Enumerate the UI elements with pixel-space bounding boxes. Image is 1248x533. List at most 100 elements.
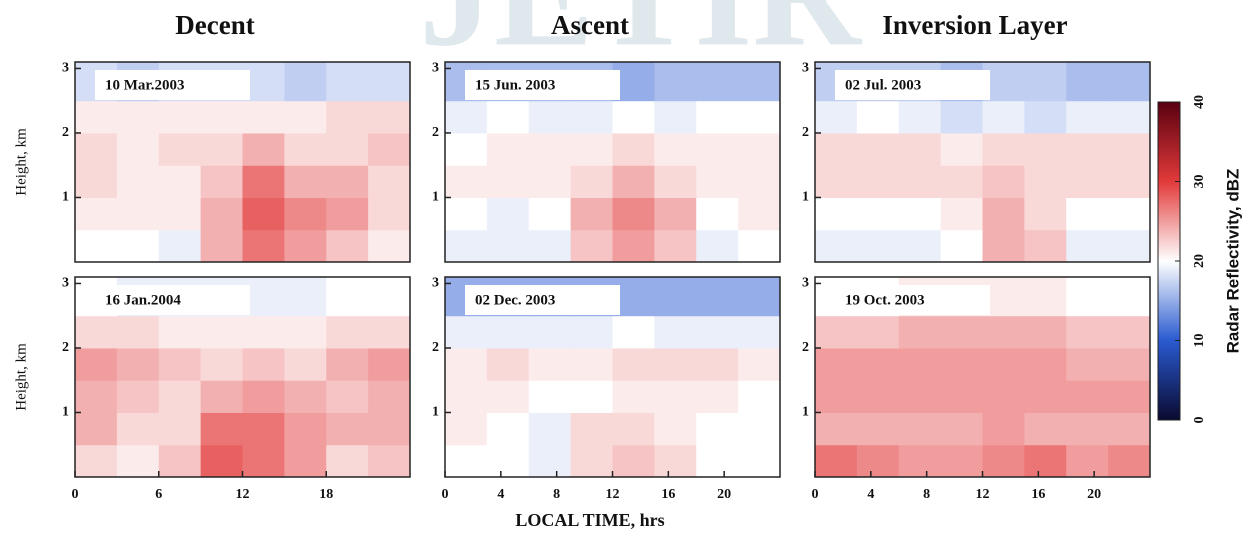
heatmap-cell <box>1066 444 1109 478</box>
heatmap-cell <box>898 380 942 413</box>
heatmap-cell <box>696 347 739 381</box>
heatmap-cell <box>75 380 118 413</box>
heatmap-cell <box>982 380 1025 413</box>
heatmap-cell <box>738 315 781 349</box>
y-tick-label: 3 <box>62 61 69 76</box>
heatmap-cell <box>486 100 530 134</box>
heatmap-cell <box>116 315 160 349</box>
heatmap-cell <box>284 380 327 413</box>
heatmap-cell <box>284 315 327 349</box>
heatmap-cell <box>284 197 327 231</box>
column-title: Inversion Layer <box>882 10 1067 40</box>
heatmap-cell <box>1108 380 1151 413</box>
heatmap-cell <box>856 229 900 263</box>
x-tick-label: 12 <box>236 487 250 502</box>
heatmap-cell <box>284 132 327 166</box>
heatmap-cell <box>200 100 243 134</box>
heatmap-cell <box>242 100 285 134</box>
heatmap-cell <box>738 412 781 446</box>
heatmap-cell <box>1024 412 1067 446</box>
heatmap-cell <box>982 165 1025 198</box>
heatmap-cell <box>982 100 1025 134</box>
heatmap-cell <box>284 412 327 446</box>
heatmap-cell <box>200 444 243 478</box>
heatmap-cell <box>116 229 160 263</box>
heatmap-cell <box>326 412 369 446</box>
heatmap-cell <box>654 100 697 134</box>
y-tick-label: 2 <box>62 340 69 355</box>
panel-date: 15 Jun. 2003 <box>475 77 555 93</box>
heatmap-cell <box>856 197 900 231</box>
heatmap-cell <box>1108 165 1151 198</box>
heatmap-cell <box>486 347 530 381</box>
colorbar-tick-label: 0 <box>1192 417 1207 424</box>
heatmap-cell <box>898 444 942 478</box>
heatmap-cell <box>738 347 781 381</box>
heatmap-cell <box>75 412 118 446</box>
heatmap-cell <box>368 229 411 263</box>
heatmap-cell <box>940 412 983 446</box>
heatmap-cell <box>368 380 411 413</box>
heatmap-cell <box>898 315 942 349</box>
heatmap-cell <box>570 197 613 231</box>
heatmap-cell <box>284 62 327 102</box>
annotation-box <box>835 285 990 315</box>
heatmap-cell <box>738 165 781 198</box>
heatmap-cell <box>570 132 613 166</box>
heatmap-cell <box>696 165 739 198</box>
heatmap-cell <box>898 165 942 198</box>
heatmap-cell <box>815 165 858 198</box>
heatmap-cell <box>898 132 942 166</box>
heatmap-cell <box>116 444 160 478</box>
heatmap-cell <box>856 347 900 381</box>
heatmap-cell <box>940 100 983 134</box>
heatmap-cell <box>284 229 327 263</box>
heatmap-cell <box>200 132 243 166</box>
x-tick-label: 16 <box>1031 487 1045 502</box>
y-tick-label: 1 <box>62 405 69 420</box>
heatmap-cell <box>696 277 739 317</box>
heatmap-cell <box>1066 229 1109 263</box>
x-tick-label: 0 <box>442 487 449 502</box>
heatmap-cell <box>982 315 1025 349</box>
heatmap-cell <box>696 444 739 478</box>
y-tick-label: 2 <box>432 340 439 355</box>
heatmap-cell <box>75 165 118 198</box>
heatmap-cell <box>654 165 697 198</box>
heatmap-cell <box>940 165 983 198</box>
heatmap-cell <box>982 229 1025 263</box>
heatmap-cell <box>445 347 488 381</box>
heatmap-cell <box>654 197 697 231</box>
y-tick-label: 1 <box>432 405 439 420</box>
heatmap-cell <box>738 62 781 102</box>
heatmap-cell <box>815 347 858 381</box>
heatmap-cell <box>570 444 613 478</box>
heatmap-cell <box>815 412 858 446</box>
heatmap-cell <box>158 412 202 446</box>
x-tick-label: 0 <box>812 487 819 502</box>
panel-date: 19 Oct. 2003 <box>845 292 925 308</box>
heatmap-cell <box>528 347 572 381</box>
heatmap-cell <box>815 315 858 349</box>
y-tick-label: 2 <box>432 125 439 140</box>
y-tick-label: 2 <box>802 340 809 355</box>
heatmap-cell <box>982 132 1025 166</box>
heatmap-cell <box>1066 315 1109 349</box>
heatmap-cell <box>200 229 243 263</box>
heatmap-cell <box>738 277 781 317</box>
heatmap-cell <box>696 197 739 231</box>
heatmap-cell <box>445 315 488 349</box>
x-tick-label: 6 <box>155 487 162 502</box>
heatmap-cell <box>815 197 858 231</box>
heatmap-cell <box>1108 132 1151 166</box>
heatmap-cell <box>940 444 983 478</box>
heatmap-cell <box>856 100 900 134</box>
heatmap-cell <box>445 100 488 134</box>
heatmap-cell <box>200 165 243 198</box>
heatmap-cell <box>75 229 118 263</box>
heatmap-cell <box>654 347 697 381</box>
heatmap-cell <box>445 229 488 263</box>
heatmap-cell <box>242 347 285 381</box>
heatmap-cell <box>738 132 781 166</box>
heatmap-cell <box>1108 347 1151 381</box>
